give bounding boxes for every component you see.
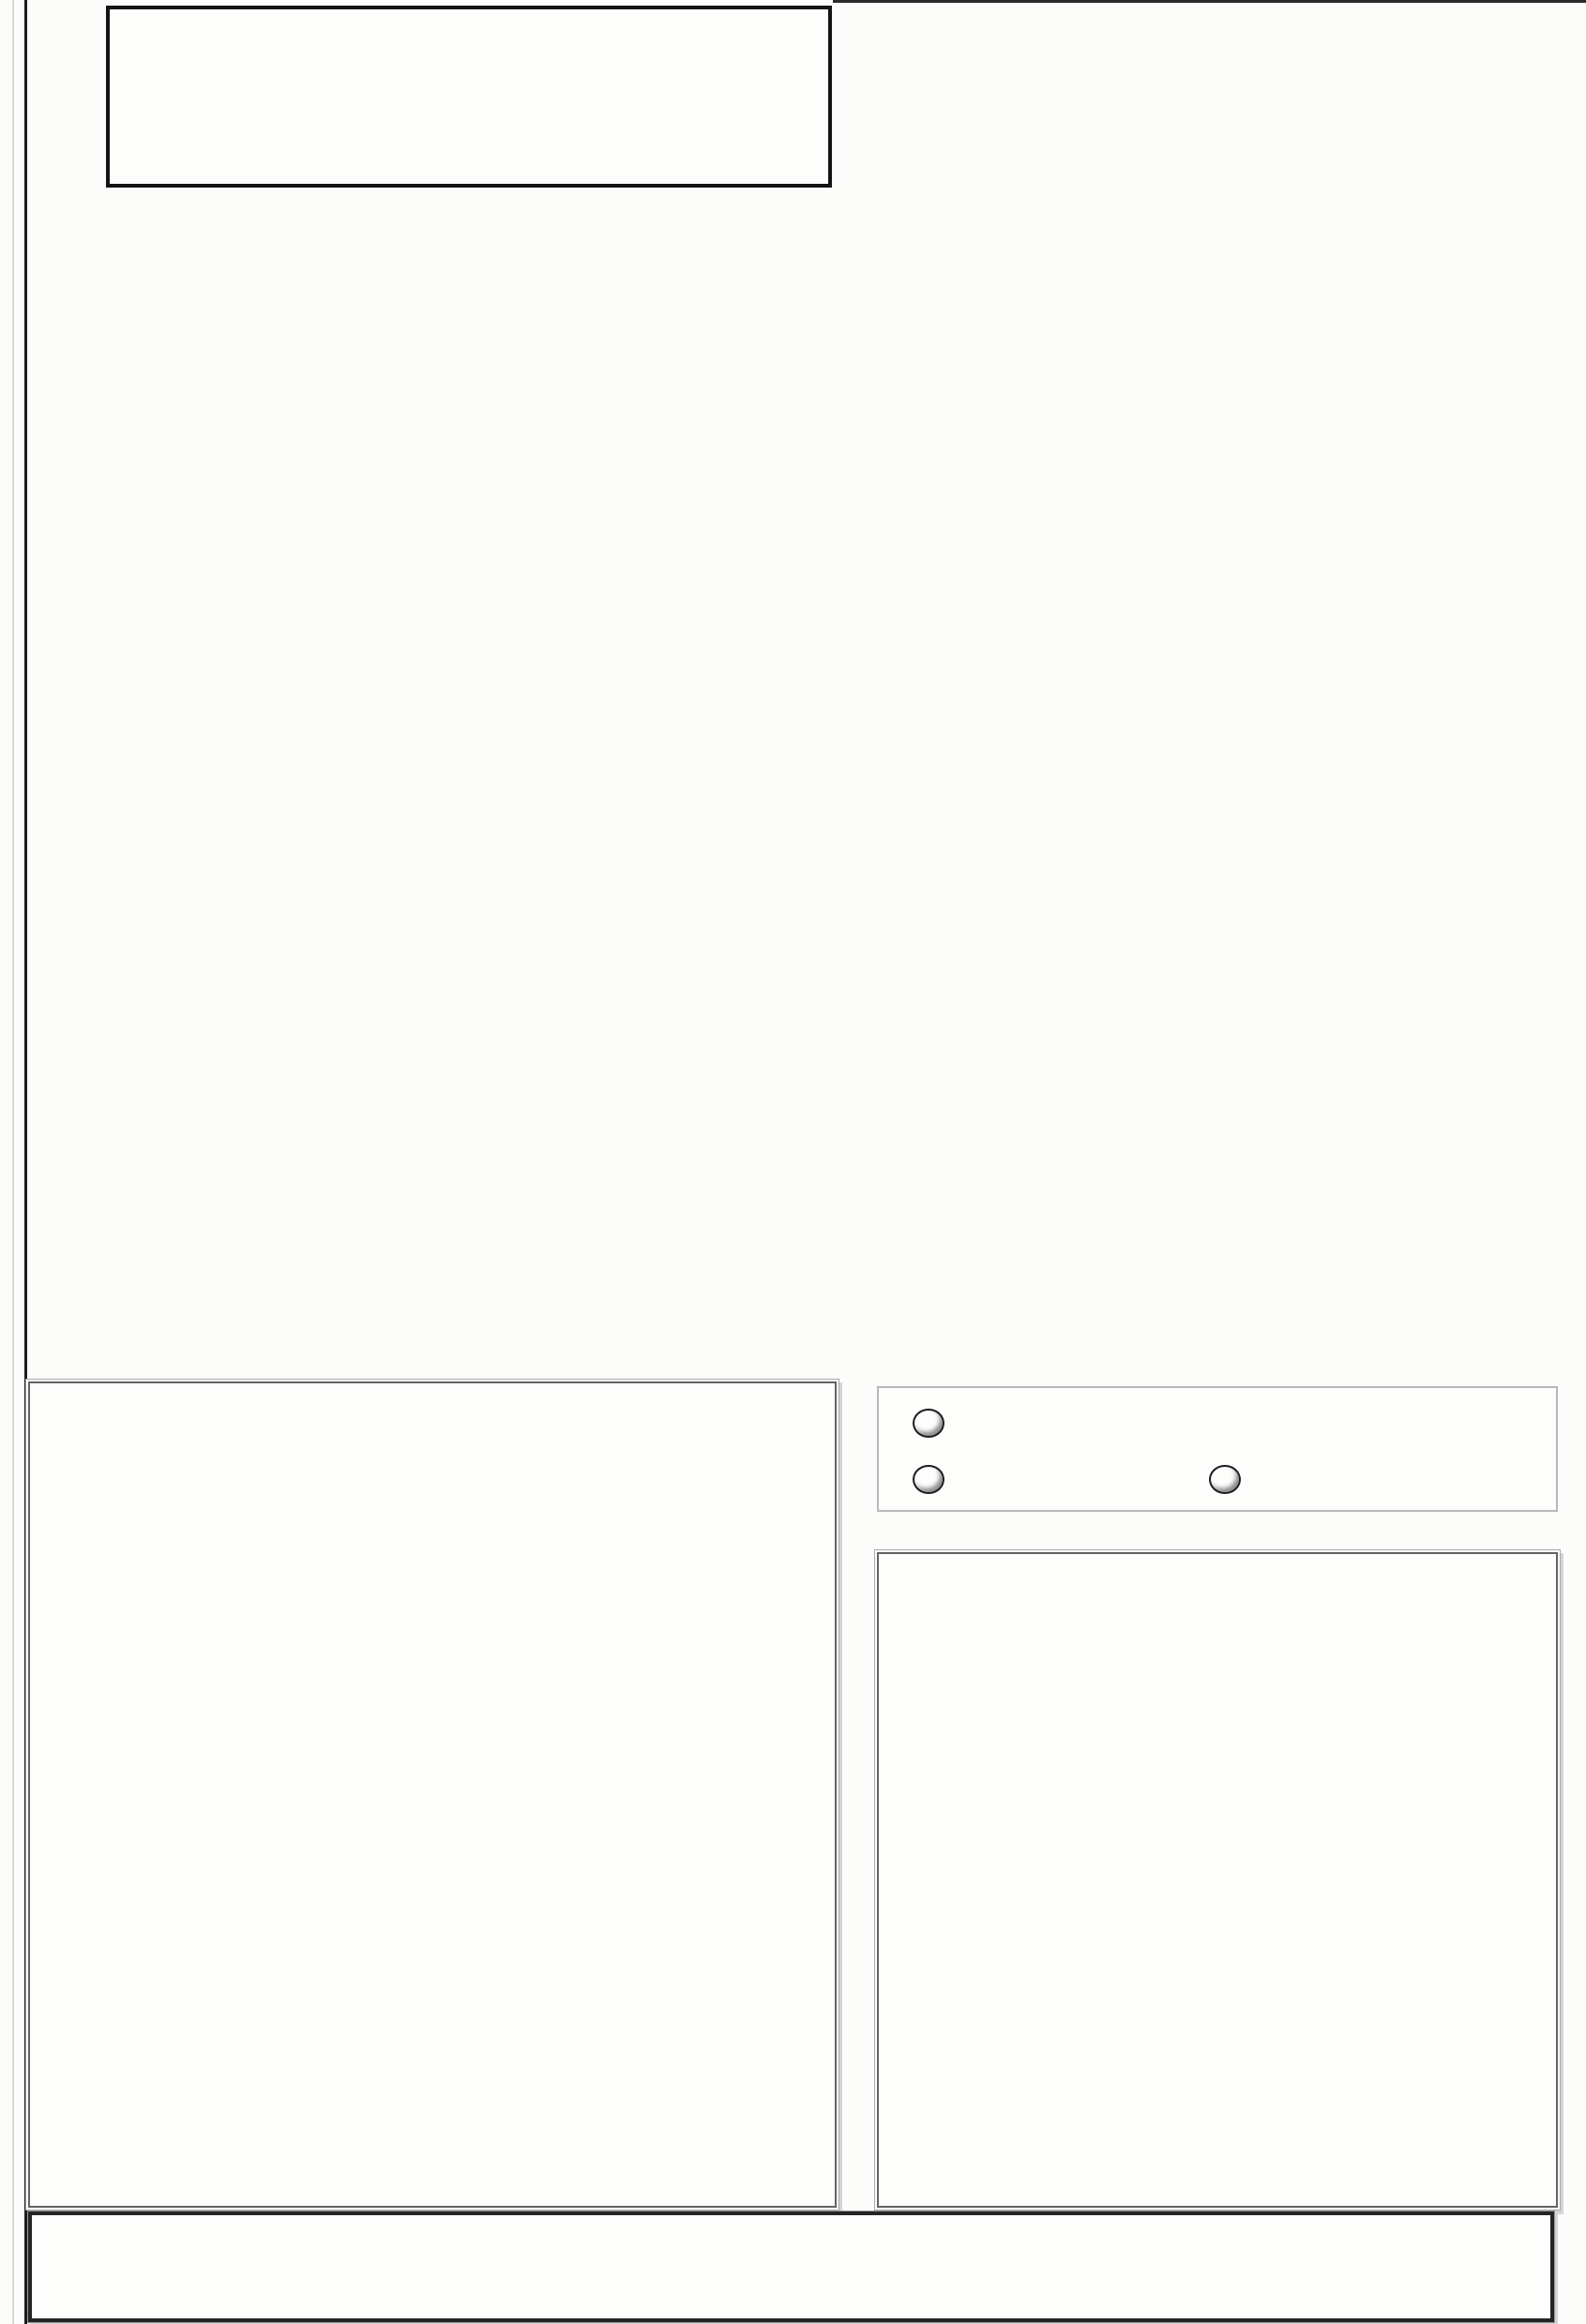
notes-box [28, 2211, 1554, 2322]
scan-artifact-line [12, 0, 14, 2324]
test-info-table [28, 1381, 837, 2208]
lambda-legend-dot-icon [1209, 1465, 1241, 1494]
dyno-chart [0, 216, 1586, 1374]
series-legend [877, 1386, 1558, 1512]
potenza-legend-dot-icon [913, 1409, 944, 1438]
page-top-border [833, 0, 1586, 3]
page-left-border [24, 0, 27, 2324]
results-table [877, 1552, 1558, 2208]
company-header-box [106, 6, 832, 188]
coppia-legend-dot-icon [913, 1465, 944, 1494]
